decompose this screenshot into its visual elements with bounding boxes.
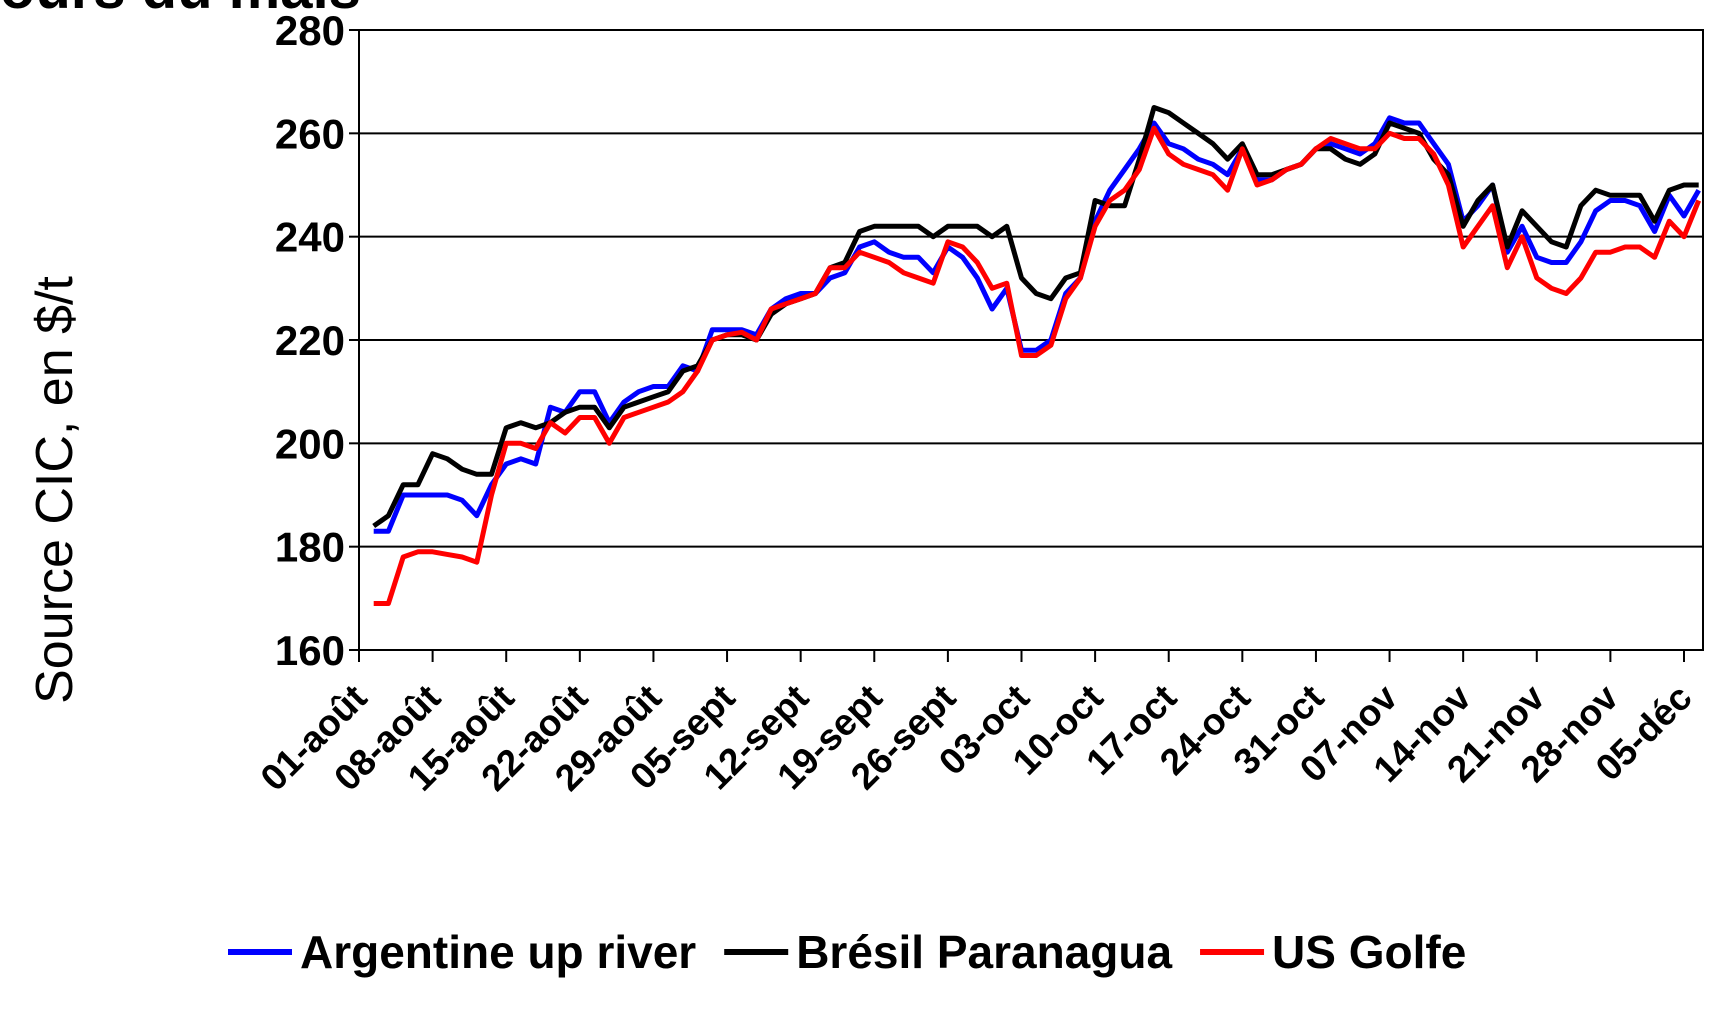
y-tick-label: 200 bbox=[275, 420, 345, 467]
plot-frame bbox=[358, 29, 1704, 651]
legend-label: Argentine up river bbox=[300, 926, 696, 978]
y-axis-title: Source CIC, en $/t bbox=[26, 276, 84, 704]
y-tick-label: 220 bbox=[275, 317, 345, 364]
y-tick-label: 160 bbox=[275, 627, 345, 674]
y-tick-label: 280 bbox=[275, 7, 345, 54]
series-line bbox=[373, 115, 1701, 534]
y-tick-label: 180 bbox=[275, 524, 345, 571]
legend-label: US Golfe bbox=[1272, 926, 1466, 978]
series-line bbox=[373, 125, 1702, 606]
y-tick-label: 260 bbox=[275, 110, 345, 157]
legend-label: Brésil Paranagua bbox=[796, 926, 1172, 978]
y-tick-label: 240 bbox=[275, 214, 345, 261]
chart-title: Cours du maïs bbox=[0, 0, 361, 21]
series-line bbox=[372, 105, 1699, 529]
